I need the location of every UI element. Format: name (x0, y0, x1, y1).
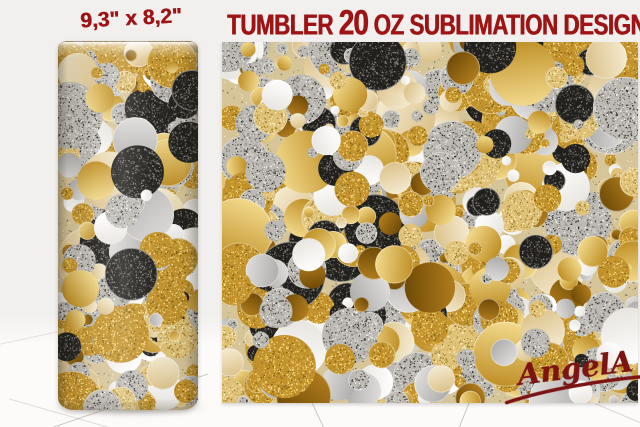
title-word-tumbler: TUMBLER (226, 9, 339, 42)
signature-underline-swoosh (504, 374, 640, 405)
floor-plank-seam (309, 398, 327, 427)
page-title: TUMBLER 20 OZ SUBLIMATION DESIGN (226, 4, 640, 44)
tumbler-pattern-canvas (58, 41, 198, 410)
floor-plank-seam (594, 402, 640, 427)
title-number-20: 20 (338, 4, 368, 43)
tumbler-mockup (58, 41, 198, 410)
brand-signature: AngelA (499, 344, 640, 406)
title-rest: OZ SUBLIMATION DESIGN (367, 9, 640, 42)
design-panel (222, 42, 638, 403)
size-label: 9,3" x 8,2" (79, 4, 183, 33)
design-pattern-canvas (222, 42, 638, 403)
